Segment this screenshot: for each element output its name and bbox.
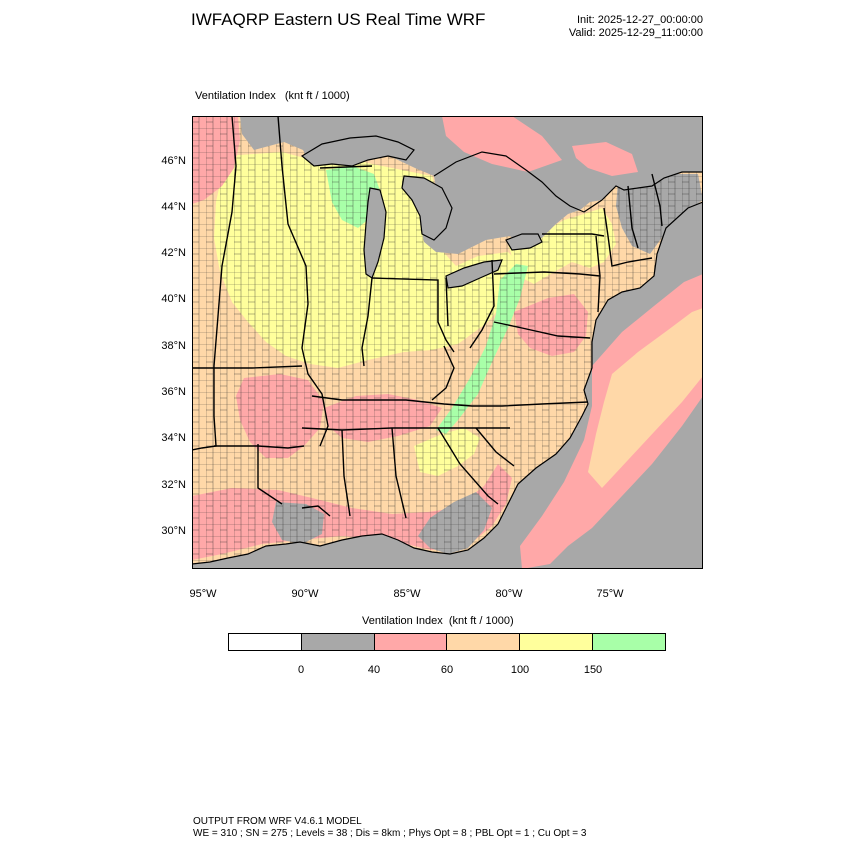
legend-colorbar bbox=[228, 633, 666, 651]
time-info: Init: 2025-12-27_00:00:00 Valid: 2025-12… bbox=[569, 14, 703, 40]
lat-label-38n: 38°N bbox=[161, 340, 186, 352]
lake-michigan bbox=[364, 188, 386, 278]
legend-tick-150: 150 bbox=[583, 664, 603, 676]
legend-tick-100: 100 bbox=[510, 664, 530, 676]
legend-box-white bbox=[229, 634, 302, 650]
water-overlay bbox=[302, 136, 542, 288]
lon-label-75w: 75°W bbox=[596, 588, 624, 600]
lake-huron bbox=[402, 176, 452, 240]
coastline bbox=[192, 135, 703, 565]
lake-superior bbox=[302, 136, 414, 166]
model-info-line2: WE = 310 ; SN = 275 ; Levels = 38 ; Dis … bbox=[193, 828, 587, 839]
ocean-pink-plume bbox=[442, 116, 703, 569]
legend-title: Ventilation Index (knt ft / 1000) bbox=[362, 615, 514, 627]
legend-box-yellow bbox=[520, 634, 594, 650]
lat-label-40n: 40°N bbox=[161, 293, 186, 305]
lat-label-36n: 36°N bbox=[161, 386, 186, 398]
lat-label-46n: 46°N bbox=[161, 155, 186, 167]
lon-label-90w: 90°W bbox=[291, 588, 319, 600]
lat-label-30n: 30°N bbox=[161, 525, 186, 537]
lat-label-42n: 42°N bbox=[161, 247, 186, 259]
state-boundaries bbox=[192, 116, 663, 519]
map-border bbox=[192, 116, 703, 569]
legend-tick-60: 60 bbox=[440, 664, 454, 676]
lake-erie bbox=[446, 260, 502, 288]
chart-title: IWFAQRP Eastern US Real Time WRF bbox=[191, 10, 486, 29]
legend-box-green bbox=[593, 634, 665, 650]
lat-label-34n: 34°N bbox=[161, 432, 186, 444]
legend-box-red bbox=[374, 634, 448, 650]
init-time: Init: 2025-12-27_00:00:00 bbox=[577, 14, 703, 26]
legend-box-orange bbox=[447, 634, 521, 650]
legend-box-gray bbox=[301, 634, 375, 650]
legend-tick-0: 0 bbox=[297, 664, 305, 676]
map-panel bbox=[192, 116, 703, 569]
model-info: OUTPUT FROM WRF V4.6.1 MODEL WE = 310 ; … bbox=[193, 816, 586, 840]
field-label: Ventilation Index (knt ft / 1000) bbox=[195, 90, 350, 102]
model-info-line1: OUTPUT FROM WRF V4.6.1 MODEL bbox=[193, 816, 362, 827]
lon-label-95w: 95°W bbox=[189, 588, 217, 600]
lon-label-80w: 80°W bbox=[495, 588, 523, 600]
lon-label-85w: 85°W bbox=[393, 588, 421, 600]
valid-time: Valid: 2025-12-29_11:00:00 bbox=[568, 27, 703, 39]
lat-label-32n: 32°N bbox=[161, 479, 186, 491]
lat-label-44n: 44°N bbox=[161, 201, 186, 213]
legend-tick-40: 40 bbox=[367, 664, 381, 676]
